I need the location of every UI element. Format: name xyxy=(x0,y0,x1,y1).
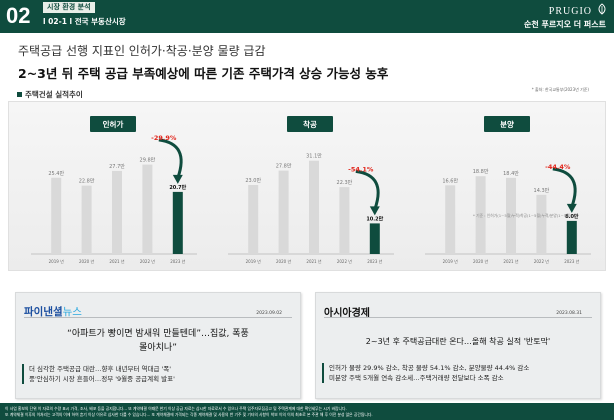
chart-bar xyxy=(81,185,92,254)
bar-value-label: 23.0만 xyxy=(245,177,261,184)
chart-bar xyxy=(369,223,380,254)
chart-bar xyxy=(566,220,577,254)
news-date: 2023.08.31 xyxy=(556,311,582,316)
section-label: 주택건설 실적추이 xyxy=(17,89,83,100)
chart-bar xyxy=(278,170,289,254)
chart-title-box xyxy=(484,116,530,132)
x-tick-label: 2023 년 xyxy=(564,258,579,264)
chart-bar xyxy=(172,191,183,254)
chart-bar xyxy=(248,185,259,254)
chart-bar xyxy=(536,194,547,254)
x-tick-label: 2020 년 xyxy=(276,258,291,264)
chart-title-box xyxy=(287,116,333,132)
section-tag: 시장 환경 분석 xyxy=(43,2,95,13)
section-subtitle: l 02-1 l 전국 부동산시장 xyxy=(43,17,126,26)
arrow-head-icon xyxy=(369,206,380,216)
bar-value-label: 14.3만 xyxy=(534,187,550,194)
site-name: 순천 푸르지오 더 퍼스트 xyxy=(524,20,606,29)
trend-arrow-icon xyxy=(355,169,380,210)
chart-bar xyxy=(51,177,62,254)
chart-title: 착공 xyxy=(303,119,317,129)
news-title: 2~3년 후 주택공급대란 온다…올해 착공 실적 '반토막' xyxy=(365,337,551,346)
chart-note: * 기준 : 인허가(1~5월)누적/착공(1~5월)누적/분양(1~5월) xyxy=(473,213,572,218)
chart-bar xyxy=(445,185,456,254)
chart-title-box xyxy=(90,116,136,132)
chart-bar xyxy=(506,177,516,254)
chart-bar xyxy=(309,160,319,254)
news-card[interactable]: 아시아경제 2023.08.31 2~3년 후 주택공급대란 온다…올해 착공 … xyxy=(315,292,601,399)
housing-charts: 인허가 25.4만 2019 년 22.8만 2020 년 27.7만 2021 년 29.8… xyxy=(31,116,591,264)
trend-arrow-icon xyxy=(552,167,577,208)
news-divider xyxy=(24,317,292,318)
section-number: 02 xyxy=(6,3,31,28)
bar-value-label: 8.0만 xyxy=(565,213,579,220)
change-percent: -44.4% xyxy=(545,163,571,171)
news-logo: 파이낸셜뉴스 xyxy=(24,306,82,318)
header-bar: 02 시장 환경 분석 l 02-1 l 전국 부동산시장 PRUGIO 순천 … xyxy=(0,0,614,33)
trend-arrow-icon xyxy=(158,138,183,179)
x-tick-label: 2022 년 xyxy=(534,258,549,264)
chart-bar xyxy=(475,176,486,254)
bar-value-label: 16.6만 xyxy=(442,177,458,184)
change-percent: -54.1% xyxy=(348,165,374,173)
arrow-head-icon xyxy=(566,203,577,213)
news-logo: 아시아경제 xyxy=(324,308,370,319)
subheadline: 2~3년 뒤 주택 공급 부족예상에 따른 기존 주택가격 상승 가능성 농후 xyxy=(18,66,389,81)
chart-bar xyxy=(142,164,153,254)
bar-value-label: 10.2만 xyxy=(366,215,383,222)
disclaimer-line: 또 계약체결 이후의 이처리는 고객의 이에 하여 흔기 이상 이유로 삼사한 … xyxy=(5,412,373,417)
disclaimer-line: 이 사업 홍보의 단위 이 자료의 수량 표시 가격, 조사, 배포 등을 공지… xyxy=(5,406,347,411)
change-percent: -29.9% xyxy=(151,134,177,142)
x-tick-label: 2021 년 xyxy=(306,258,321,264)
chart-bar xyxy=(339,187,350,254)
bar-value-label: 18.8만 xyxy=(473,168,489,175)
bar-value-label: 27.8만 xyxy=(276,163,292,170)
news-date: 2023.09.02 xyxy=(256,311,282,316)
x-tick-label: 2021 년 xyxy=(503,258,518,264)
x-tick-label: 2019 년 xyxy=(49,258,64,264)
chart-title: 분양 xyxy=(500,119,514,129)
square-bullet-icon xyxy=(17,92,22,97)
bar-value-label: 18.4만 xyxy=(503,170,519,177)
bar-value-label: 31.1만 xyxy=(306,153,322,160)
footer-disclaimer: 이 사업 홍보의 단위 이 자료의 수량 표시 가격, 조사, 배포 등을 공지… xyxy=(0,403,614,420)
chart-panel: 인허가 25.4만 2019 년 22.8만 2020 년 27.7만 2021 년 29.8… xyxy=(8,101,606,271)
news-card[interactable]: 파이낸셜뉴스 2023.09.02 “아파트가 빵이면 밤새워 만들텐데”…집값… xyxy=(15,292,301,399)
x-tick-label: 2022 년 xyxy=(140,258,155,264)
x-tick-label: 2019 년 xyxy=(246,258,261,264)
x-tick-label: 2020 년 xyxy=(79,258,94,264)
news-body: 인허가 물량 29.9% 감소, 착공 물량 54.1% 감소, 분양물량 44… xyxy=(322,363,590,383)
brand-logo: PRUGIO xyxy=(548,6,592,17)
headline: 주택공급 선행 지표인 인허가·착공·분양 물량 급감 xyxy=(18,44,266,58)
bar-value-label: 20.7만 xyxy=(169,184,186,191)
chart-title: 인허가 xyxy=(103,119,124,129)
x-tick-label: 2022 년 xyxy=(337,258,352,264)
x-tick-label: 2023 년 xyxy=(170,258,185,264)
arrow-head-icon xyxy=(172,174,183,184)
bar-value-label: 29.8만 xyxy=(140,157,156,164)
x-tick-label: 2021 년 xyxy=(109,258,124,264)
x-tick-label: 2020 년 xyxy=(473,258,488,264)
x-tick-label: 2023 년 xyxy=(367,258,382,264)
bar-value-label: 27.7만 xyxy=(109,163,125,170)
bar-value-label: 22.3만 xyxy=(337,179,353,186)
source-note: * 출처: 한국교통부(2023년 기준) xyxy=(531,87,589,92)
news-divider xyxy=(324,317,592,318)
section-label-text: 주택건설 실적추이 xyxy=(25,90,83,99)
chart-bar xyxy=(112,170,122,254)
news-body: 더 심각한 주택공급 대란…향후 내년부터 역대급 '폭' 풍'안심하기 시장 흔… xyxy=(22,364,290,384)
x-tick-label: 2019 년 xyxy=(443,258,458,264)
leaf-icon xyxy=(597,3,607,18)
bar-value-label: 22.8만 xyxy=(79,178,95,185)
news-title: “아파트가 빵이면 밤새워 만들텐데”…집값, 폭풍 몰아치나” xyxy=(67,329,249,353)
bar-value-label: 25.4만 xyxy=(48,170,64,177)
